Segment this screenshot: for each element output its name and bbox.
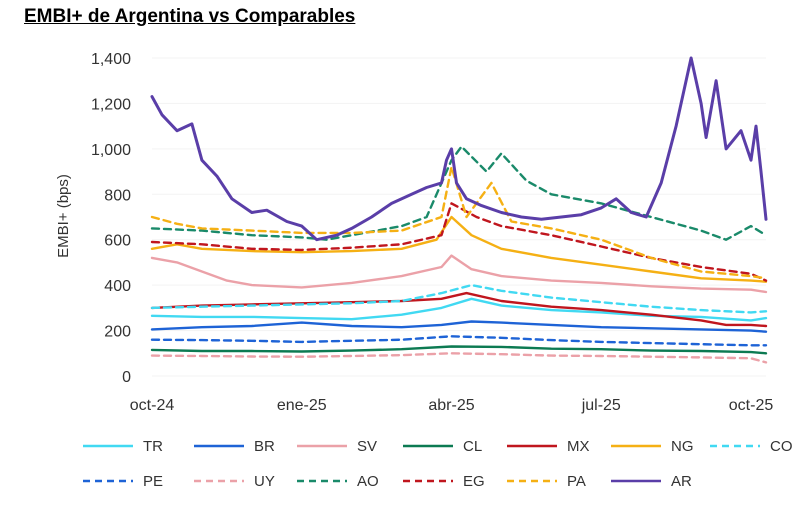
legend-item-eg: EG <box>403 473 485 490</box>
series-line-tr <box>150 297 768 322</box>
legend-item-uy: UY <box>194 473 275 490</box>
legend-item-ao: AO <box>297 473 379 490</box>
y-tick-labels: 0 200 400 600 800 1,000 1,200 1,400 <box>91 51 131 386</box>
x-tick-label: abr-25 <box>428 397 474 414</box>
y-tick-label: 1,200 <box>91 96 131 113</box>
series-line-pe <box>150 335 768 347</box>
x-tick-label: oct-25 <box>729 397 774 414</box>
legend-item-mx: MX <box>507 438 590 455</box>
x-tick-label: jul-25 <box>581 397 621 414</box>
legend-item-pa: PA <box>507 473 586 490</box>
legend-item-cl: CL <box>403 438 482 455</box>
series-line-uy <box>150 352 768 364</box>
series-line-cl <box>150 345 768 355</box>
x-tick-label: oct-24 <box>130 397 175 414</box>
series-line-ng <box>150 215 768 283</box>
y-tick-label: 1,000 <box>91 142 131 159</box>
series-lines <box>150 56 768 364</box>
legend-label: AR <box>671 473 692 490</box>
legend-item-br: BR <box>194 438 275 455</box>
legend-item-ng: NG <box>611 438 694 455</box>
series-line-sv <box>150 254 768 294</box>
legend-label: UY <box>254 473 275 490</box>
legend-label: BR <box>254 438 275 455</box>
legend-label: CO <box>770 438 793 455</box>
legend-label: CL <box>463 438 482 455</box>
legend-item-tr: TR <box>83 438 163 455</box>
series-line-co <box>150 283 768 314</box>
legend-item-sv: SV <box>297 438 377 455</box>
legend-label: TR <box>143 438 163 455</box>
series-line-ao <box>150 145 768 241</box>
x-tick-label: ene-25 <box>277 397 327 414</box>
chart-title: EMBI+ de Argentina vs Comparables <box>24 6 356 27</box>
legend-label: MX <box>567 438 590 455</box>
series-line-mx <box>150 291 768 328</box>
y-tick-label: 800 <box>104 187 131 204</box>
legend-item-pe: PE <box>83 473 163 490</box>
series-line-eg <box>150 202 768 282</box>
y-tick-label: 600 <box>104 233 131 250</box>
legend-label: EG <box>463 473 485 490</box>
y-tick-label: 400 <box>104 278 131 295</box>
legend-label: SV <box>357 438 377 455</box>
x-tick-labels: oct-24 ene-25 abr-25 jul-25 oct-25 <box>130 397 774 414</box>
series-line-pa <box>150 165 768 280</box>
series-line-br <box>150 320 768 333</box>
y-tick-label: 0 <box>122 369 131 386</box>
series-line-ar <box>150 56 768 242</box>
legend-label: PA <box>567 473 586 490</box>
legend: TR BR SV CL MX NG CO PE UY AO EG PA AR <box>83 438 793 490</box>
legend-label: NG <box>671 438 694 455</box>
legend-label: PE <box>143 473 163 490</box>
legend-item-co: CO <box>710 438 793 455</box>
legend-label: AO <box>357 473 379 490</box>
y-tick-label: 1,400 <box>91 51 131 68</box>
y-tick-label: 200 <box>104 324 131 341</box>
legend-item-ar: AR <box>611 473 692 490</box>
y-axis-label: EMBI+ (bps) <box>55 174 72 258</box>
